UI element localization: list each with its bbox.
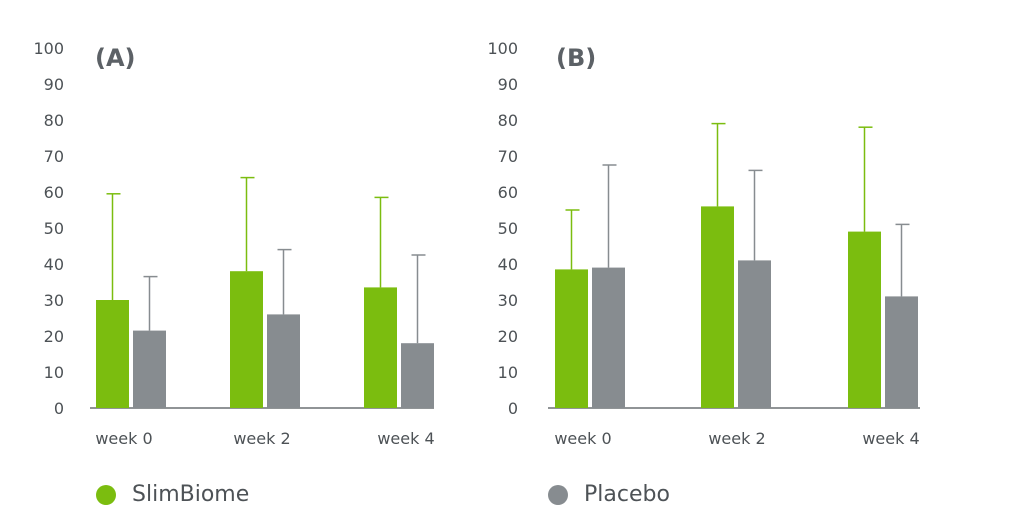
panel-b-bar-slimbiome bbox=[701, 206, 734, 408]
panel-a-bar-placebo bbox=[267, 314, 300, 408]
panel-a-ytick-label: 10 bbox=[44, 363, 64, 382]
panel-b-bar-placebo bbox=[738, 260, 771, 408]
panel-b-ytick-label: 0 bbox=[508, 399, 518, 418]
legend-swatch-slimbiome bbox=[96, 484, 116, 505]
panel-a-ytick-label: 70 bbox=[44, 147, 64, 166]
panel-b-bar-placebo bbox=[885, 296, 918, 408]
panel-a-ytick-label: 30 bbox=[44, 291, 64, 310]
panel-a-ytick-label: 80 bbox=[44, 111, 64, 130]
panel-b-ytick-label: 10 bbox=[498, 363, 518, 382]
legend-item-placebo: Placebo bbox=[548, 482, 670, 507]
panel-a-bar-placebo bbox=[401, 343, 434, 408]
legend-label-slimbiome: SlimBiome bbox=[132, 482, 250, 507]
panel-b-ytick-label: 100 bbox=[487, 39, 518, 58]
panel-b-ytick-label: 30 bbox=[498, 291, 518, 310]
panel-b-ytick-label: 80 bbox=[498, 111, 518, 130]
panel-a-ytick-label: 50 bbox=[44, 219, 64, 238]
panel-b-xtick-label: week 4 bbox=[862, 429, 919, 448]
panel-a-ytick-label: 40 bbox=[44, 255, 64, 274]
panel-a-ytick-label: 0 bbox=[54, 399, 64, 418]
panel-b-xtick-label: week 2 bbox=[708, 429, 765, 448]
panel-b-label: (B) bbox=[556, 44, 596, 72]
panel-a-ytick-label: 60 bbox=[44, 183, 64, 202]
panel-a-ytick-label: 20 bbox=[44, 327, 64, 346]
panel-b-ytick-label: 70 bbox=[498, 147, 518, 166]
panel-a-ytick-label: 100 bbox=[33, 39, 64, 58]
panel-b-ytick-label: 50 bbox=[498, 219, 518, 238]
panel-a-bar-slimbiome bbox=[96, 300, 129, 408]
legend-item-slimbiome: SlimBiome bbox=[96, 482, 249, 507]
panel-b-bar-slimbiome bbox=[848, 231, 881, 408]
panel-a-bar-slimbiome bbox=[364, 287, 397, 408]
panel-b-ytick-label: 60 bbox=[498, 183, 518, 202]
legend-swatch-placebo bbox=[548, 484, 568, 505]
panel-a-label: (A) bbox=[95, 44, 136, 72]
panel-b-ytick-label: 20 bbox=[498, 327, 518, 346]
panel-a-bar-placebo bbox=[133, 330, 166, 408]
legend-label-placebo: Placebo bbox=[584, 482, 670, 507]
panel-a-ytick-label: 90 bbox=[44, 75, 64, 94]
panel-a-xtick-label: week 4 bbox=[377, 429, 434, 448]
panel-b-bar-placebo bbox=[592, 267, 625, 408]
panel-b-ytick-label: 40 bbox=[498, 255, 518, 274]
panel-b-bar-slimbiome bbox=[555, 269, 588, 408]
panel-a-bar-slimbiome bbox=[230, 271, 263, 408]
panel-a-xtick-label: week 2 bbox=[233, 429, 290, 448]
panel-b-ytick-label: 90 bbox=[498, 75, 518, 94]
panel-b-xtick-label: week 0 bbox=[554, 429, 611, 448]
panel-a-xtick-label: week 0 bbox=[95, 429, 152, 448]
